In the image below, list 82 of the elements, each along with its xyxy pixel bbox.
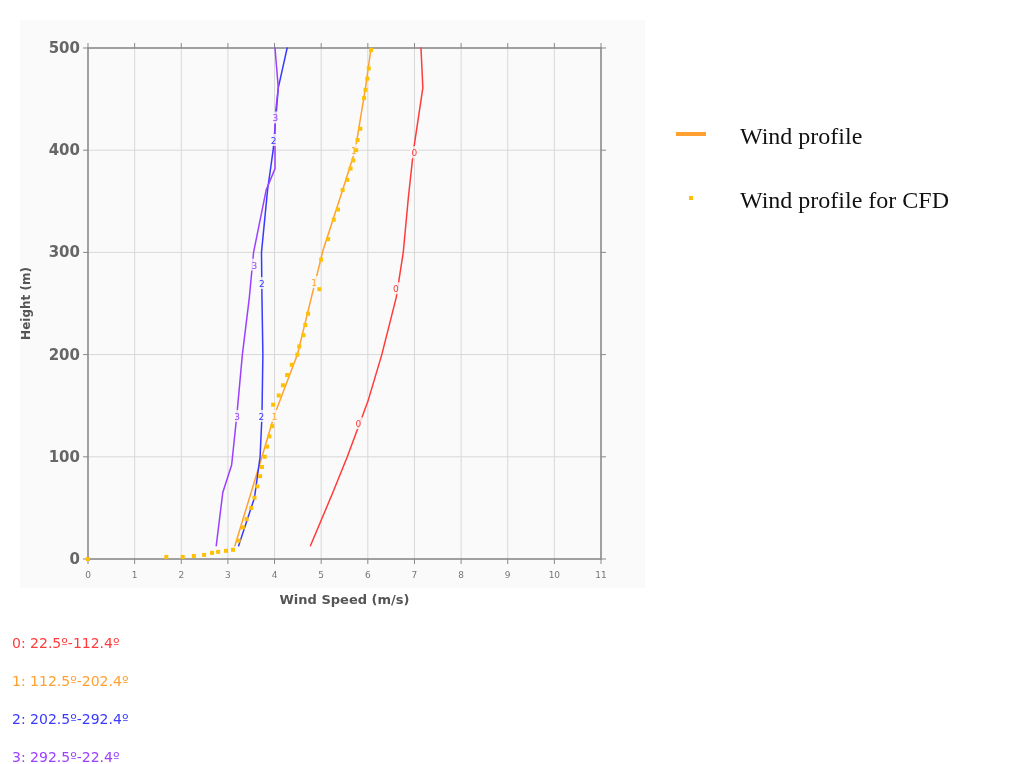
point bbox=[335, 207, 340, 212]
x-tick-label: 2 bbox=[178, 570, 185, 580]
point bbox=[216, 549, 221, 554]
point bbox=[240, 525, 245, 530]
annotation: 2 bbox=[270, 135, 277, 146]
point bbox=[258, 474, 263, 479]
x-tick-label: 5 bbox=[318, 570, 325, 580]
text: Wind profile bbox=[740, 123, 863, 149]
point bbox=[191, 553, 196, 558]
x-tick-label: 1 bbox=[131, 570, 138, 580]
point bbox=[164, 554, 169, 559]
point bbox=[355, 137, 360, 142]
annotation: 2 bbox=[259, 279, 265, 290]
annotation: 0 bbox=[392, 284, 399, 295]
point bbox=[319, 257, 324, 262]
point bbox=[271, 402, 276, 407]
point bbox=[317, 287, 322, 292]
point bbox=[289, 362, 294, 367]
annotation: 3 bbox=[251, 260, 258, 271]
text: 2: 202.5º-292.4º bbox=[12, 711, 129, 727]
point bbox=[224, 548, 229, 553]
point bbox=[285, 373, 290, 378]
point bbox=[297, 344, 302, 349]
x-axis-title: Wind Speed (m/s) bbox=[279, 592, 410, 607]
x-tick-label: 7 bbox=[411, 570, 418, 580]
point bbox=[358, 126, 363, 131]
point bbox=[301, 333, 306, 338]
y-tick-label: 500 bbox=[48, 39, 80, 57]
y-tick-label: 0 bbox=[69, 550, 80, 568]
point bbox=[369, 48, 374, 53]
x-tick-label: 10 bbox=[548, 570, 561, 580]
point bbox=[363, 87, 368, 92]
point bbox=[255, 484, 260, 489]
x-tick-label: 4 bbox=[271, 570, 278, 580]
point bbox=[326, 237, 331, 242]
point bbox=[86, 557, 90, 561]
annotation: 1 bbox=[311, 278, 318, 289]
y-axis-title: Height (m) bbox=[19, 267, 33, 340]
point bbox=[366, 66, 371, 71]
text: 1: 112.5º-202.4º bbox=[12, 673, 129, 689]
x-tick-label: 3 bbox=[225, 570, 231, 580]
line-series bbox=[215, 47, 280, 547]
point bbox=[348, 166, 353, 171]
y-tick-label: 200 bbox=[48, 345, 80, 364]
x-tick-label: 0 bbox=[85, 570, 92, 580]
point bbox=[202, 552, 207, 557]
point bbox=[345, 177, 350, 182]
y-tick-label: 400 bbox=[48, 141, 80, 160]
point bbox=[236, 538, 241, 543]
y-tick-label: 100 bbox=[48, 447, 80, 466]
annotation: 0 bbox=[355, 419, 362, 430]
point bbox=[362, 96, 367, 101]
point bbox=[259, 465, 264, 470]
point bbox=[252, 495, 257, 500]
point bbox=[340, 188, 345, 193]
point bbox=[210, 550, 215, 555]
point bbox=[276, 393, 281, 398]
text: 3: 292.5º-22.4º bbox=[12, 749, 120, 764]
point bbox=[351, 158, 356, 163]
point bbox=[244, 517, 249, 522]
point bbox=[270, 424, 275, 429]
line-series bbox=[309, 47, 424, 547]
x-tick-label: 11 bbox=[595, 570, 607, 580]
point bbox=[365, 76, 370, 81]
point bbox=[262, 454, 267, 459]
point bbox=[295, 352, 300, 357]
legend-label: Wind profile for CFD bbox=[740, 187, 950, 213]
x-tick-label: 6 bbox=[364, 570, 371, 580]
text: 0: 22.5º-112.4º bbox=[12, 635, 120, 651]
point bbox=[331, 217, 336, 222]
point bbox=[265, 444, 270, 449]
point bbox=[231, 547, 236, 552]
point bbox=[267, 434, 272, 439]
point bbox=[180, 554, 185, 559]
x-tick-label: 8 bbox=[458, 570, 465, 580]
line-series bbox=[237, 47, 288, 547]
point bbox=[249, 505, 254, 510]
point bbox=[280, 383, 285, 388]
x-tick-label: 9 bbox=[504, 570, 511, 580]
point bbox=[303, 322, 308, 327]
point bbox=[306, 311, 311, 316]
y-tick-label: 300 bbox=[48, 243, 80, 262]
